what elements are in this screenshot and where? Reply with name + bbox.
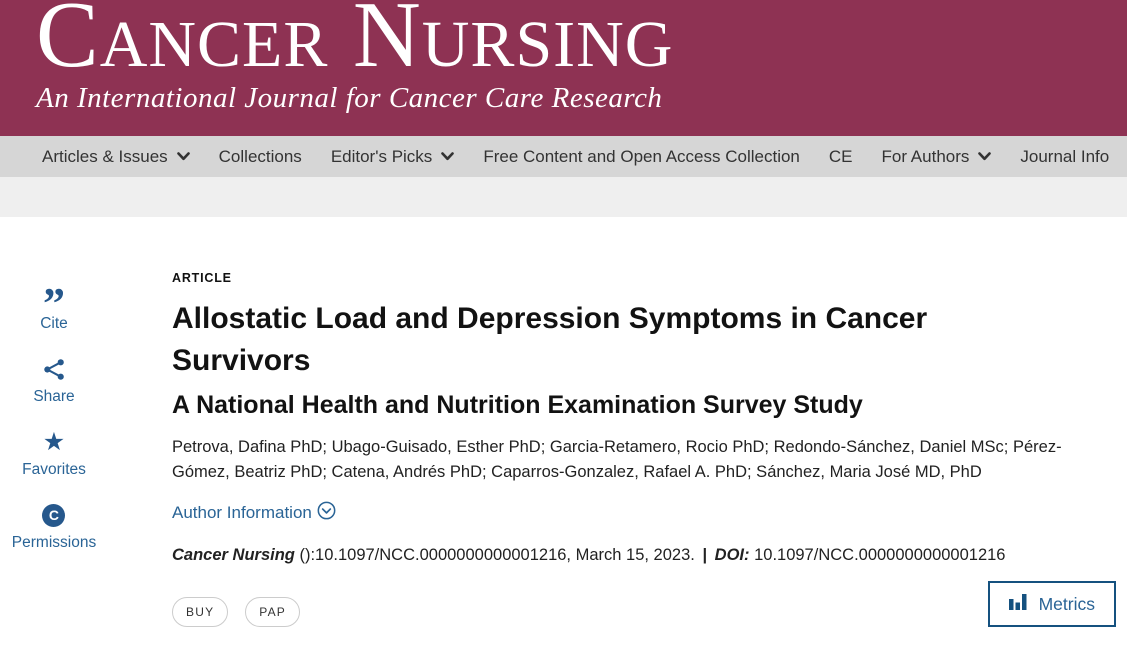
page-header-band — [0, 177, 1127, 217]
doi-value: 10.1097/NCC.0000000000001216 — [754, 545, 1006, 564]
article-type-label: ARTICLE — [172, 271, 232, 285]
article-page: ” Cite Share ★ Favorites C Permissions A… — [0, 217, 1127, 627]
journal-masthead: Cancer Nursing An International Journal … — [0, 0, 1127, 136]
article-title: Allostatic Load and Depression Symptoms … — [172, 302, 928, 377]
article-header: ARTICLE Allostatic Load and Depression S… — [172, 217, 1116, 627]
share-button[interactable]: Share — [33, 356, 75, 406]
share-icon — [43, 356, 66, 382]
nav-item-ce[interactable]: CE — [828, 146, 853, 166]
doi-label: DOI: — [714, 545, 750, 564]
copyright-icon: C — [42, 503, 66, 527]
chevron-circle-down-icon — [317, 501, 336, 525]
favorites-button[interactable]: ★ Favorites — [22, 429, 86, 479]
journal-logo[interactable]: Cancer Nursing — [36, 0, 674, 87]
nav-item-journal-info[interactable]: Journal Info — [1020, 146, 1110, 166]
chevron-down-icon — [978, 152, 992, 161]
purchase-buttons: BUY PAP — [172, 597, 301, 627]
nav-item-articles-issues[interactable]: Articles & Issues — [42, 147, 190, 167]
citation-line: Cancer Nursing ():10.1097/NCC.0000000000… — [172, 546, 1116, 565]
article-tools-sidebar: ” Cite Share ★ Favorites C Permissions — [0, 217, 108, 627]
citation-journal: Cancer Nursing — [172, 545, 295, 564]
favorites-label: Favorites — [22, 461, 86, 478]
author-list: Petrova, Dafina PhD; Ubago-Guisado, Esth… — [172, 438, 1062, 481]
nav-item-editors-picks[interactable]: Editor's Picks — [331, 147, 455, 167]
metrics-label: Metrics — [1038, 593, 1095, 614]
nav-item-free-content[interactable]: Free Content and Open Access Collection — [483, 146, 800, 166]
pap-button[interactable]: PAP — [245, 597, 301, 627]
citation-issue-info: ():10.1097/NCC.0000000000001216, March 1… — [299, 545, 695, 564]
nav-item-for-authors[interactable]: For Authors — [882, 147, 992, 167]
buy-button[interactable]: BUY — [172, 597, 229, 627]
quote-icon: ” — [42, 279, 65, 328]
chevron-down-icon — [441, 152, 455, 161]
permissions-label: Permissions — [11, 534, 97, 551]
main-nav: Articles & Issues Collections Editor's P… — [0, 136, 1127, 177]
cite-button[interactable]: ” Cite — [40, 279, 68, 333]
share-label: Share — [33, 388, 75, 405]
permissions-button[interactable]: C Permissions — [12, 502, 96, 552]
citation-separator: | — [702, 545, 708, 564]
journal-tagline: An International Journal for Cancer Care… — [36, 82, 663, 114]
nav-item-collections[interactable]: Collections — [218, 146, 302, 166]
star-icon: ★ — [42, 428, 66, 456]
action-row: BUY PAP Metrics — [172, 581, 1116, 627]
author-information-link[interactable]: Author Information — [172, 501, 336, 525]
chevron-down-icon — [176, 152, 190, 161]
cite-label: Cite — [40, 315, 68, 332]
bar-chart-icon — [1008, 593, 1028, 615]
metrics-button[interactable]: Metrics — [987, 581, 1116, 627]
article-subtitle: A National Health and Nutrition Examinat… — [172, 391, 863, 419]
